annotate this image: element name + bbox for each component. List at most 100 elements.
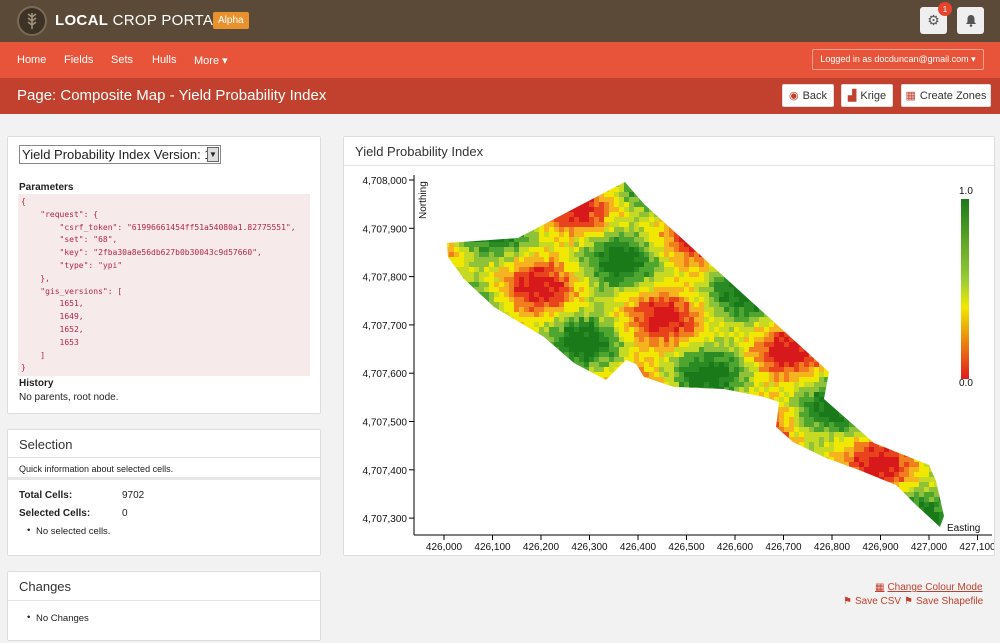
yield-cell <box>604 407 609 412</box>
yield-cell <box>659 257 664 262</box>
yield-cell <box>524 217 529 222</box>
yield-cell <box>544 327 549 332</box>
yield-cell <box>749 392 754 397</box>
yield-cell <box>759 277 764 282</box>
nav-more-dropdown[interactable]: More ▾ <box>194 55 228 67</box>
yield-cell <box>699 282 704 287</box>
yield-cell <box>519 292 524 297</box>
yield-cell <box>924 287 929 292</box>
yield-cell <box>574 387 579 392</box>
yield-cell <box>634 402 639 407</box>
yield-cell <box>479 242 484 247</box>
yield-cell <box>879 372 884 377</box>
yield-cell <box>709 342 714 347</box>
logo-icon[interactable] <box>17 6 47 36</box>
yield-cell <box>759 287 764 292</box>
yield-cell <box>749 387 754 392</box>
yield-cell <box>474 287 479 292</box>
yield-cell <box>629 207 634 212</box>
yield-cell <box>749 227 754 232</box>
yield-cell <box>494 362 499 367</box>
yield-cell <box>554 412 559 417</box>
yield-cell <box>504 352 509 357</box>
yield-cell <box>789 287 794 292</box>
yield-cell <box>449 367 454 372</box>
yield-cell <box>909 292 914 297</box>
yield-cell <box>559 242 564 247</box>
yield-cell <box>749 237 754 242</box>
yield-cell <box>744 247 749 252</box>
yield-cell <box>844 197 849 202</box>
yield-cell <box>579 412 584 417</box>
nav-fields[interactable]: Fields <box>64 54 94 66</box>
yield-cell <box>574 332 579 337</box>
yield-cell <box>739 382 744 387</box>
yield-cell <box>489 257 494 262</box>
yield-cell <box>769 242 774 247</box>
create-zones-button[interactable]: ▦ Create Zones <box>901 84 991 107</box>
yield-cell <box>849 302 854 307</box>
yield-cell <box>699 182 704 187</box>
user-menu-button[interactable]: Logged in as docduncan@gmail.com ▾ <box>812 49 984 70</box>
yield-cell <box>879 332 884 337</box>
back-button[interactable]: ◉ Back <box>782 84 834 107</box>
yield-cell <box>824 277 829 282</box>
yield-cell <box>829 392 834 397</box>
dropdown-arrow-icon[interactable]: ▼ <box>207 147 219 162</box>
yield-cell <box>634 247 639 252</box>
yield-cell <box>839 302 844 307</box>
notifications-button[interactable] <box>957 7 984 34</box>
yield-map-chart[interactable]: 4,708,0004,707,9004,707,8004,707,7004,70… <box>344 167 994 556</box>
yield-cell <box>584 322 589 327</box>
yield-cell <box>564 312 569 317</box>
krige-button[interactable]: ▟ Krige <box>841 84 893 107</box>
yield-cell <box>514 302 519 307</box>
yield-cell <box>839 332 844 337</box>
yield-cell <box>944 272 949 277</box>
yield-cell <box>544 357 549 362</box>
yield-cell <box>819 407 824 412</box>
yield-cell <box>674 317 679 322</box>
yield-cell <box>679 387 684 392</box>
yield-cell <box>734 417 739 422</box>
yield-cell <box>499 297 504 302</box>
yield-cell <box>754 377 759 382</box>
yield-cell <box>594 402 599 407</box>
yield-cell <box>599 377 604 382</box>
yield-cell <box>759 357 764 362</box>
yield-cell <box>614 402 619 407</box>
yield-cell <box>649 327 654 332</box>
yield-cell <box>899 257 904 262</box>
yield-cell <box>859 402 864 407</box>
yield-cell <box>549 402 554 407</box>
nav-sets[interactable]: Sets <box>111 54 134 66</box>
app-name[interactable]: LOCAL CROP PORTAL <box>55 12 222 29</box>
yield-cell <box>839 337 844 342</box>
nav-home[interactable]: Home <box>17 54 47 66</box>
yield-cell <box>804 222 809 227</box>
yield-cell <box>929 347 934 352</box>
nav-hulls[interactable]: Hulls <box>152 54 177 66</box>
yield-cell <box>659 322 664 327</box>
settings-button[interactable]: ⚙ 1 <box>920 2 952 34</box>
yield-cell <box>754 282 759 287</box>
yield-cell <box>644 322 649 327</box>
yield-cell <box>654 287 659 292</box>
yield-cell <box>719 327 724 332</box>
yield-cell <box>874 407 879 412</box>
yield-cell <box>524 292 529 297</box>
yield-cell <box>799 337 804 342</box>
yield-cell <box>914 202 919 207</box>
yield-cell <box>894 307 899 312</box>
yield-cell <box>859 257 864 262</box>
yield-cell <box>839 267 844 272</box>
yield-cell <box>669 347 674 352</box>
yield-cell <box>579 407 584 412</box>
yield-cell <box>819 327 824 332</box>
yield-cell <box>914 382 919 387</box>
version-select[interactable]: Yield Probability Index Version: 1 ▼ <box>19 145 221 164</box>
yield-cell <box>454 362 459 367</box>
yield-cell <box>924 222 929 227</box>
yield-cell <box>579 182 584 187</box>
yield-cell <box>634 372 639 377</box>
